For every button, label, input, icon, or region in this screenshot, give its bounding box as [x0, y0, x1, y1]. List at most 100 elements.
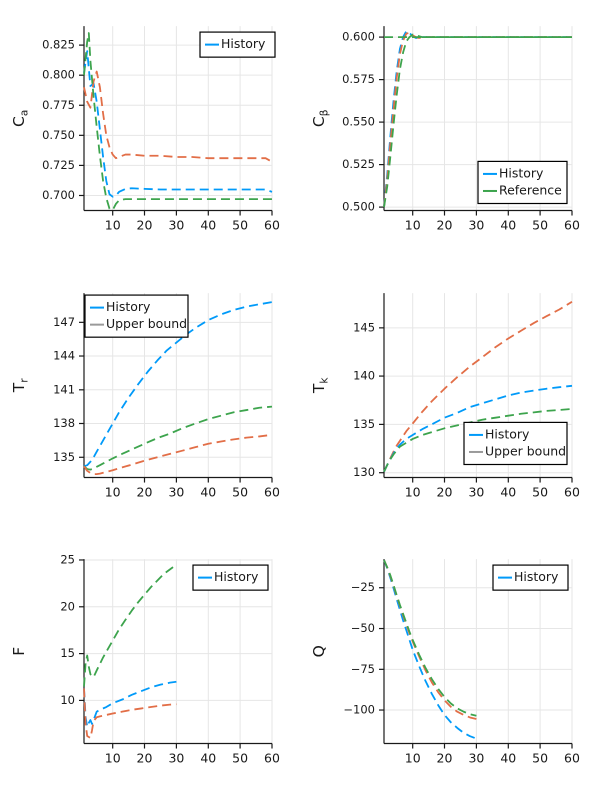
series-history-orange [83, 70, 273, 163]
y-axis-label: Q [310, 646, 328, 658]
legend: History Upper bound [84, 294, 189, 338]
legend-label: History [499, 165, 544, 180]
y-tick-label: 15 [60, 646, 75, 660]
x-tick-label: 40 [500, 484, 516, 499]
x-tick-label: 10 [405, 484, 421, 499]
x-tick-label: 50 [532, 218, 548, 233]
y-tick-label: 0.500 [342, 200, 375, 214]
x-tick-label: 60 [564, 751, 580, 766]
x-tick-label: 10 [105, 484, 121, 499]
x-tick-label: 60 [264, 751, 280, 766]
x-tick-label: 60 [564, 218, 580, 233]
legend: History Reference [477, 160, 568, 205]
y-tick-label: −75 [351, 662, 375, 676]
x-tick-label: 40 [200, 751, 216, 766]
subplot-Tk: 130 135 140 145 10 20 30 40 50 60 Tk History Upper b… [300, 267, 600, 534]
y-tick-label: 0.550 [342, 115, 375, 129]
legend-label: Upper bound [485, 443, 566, 458]
series-history-orange [383, 300, 573, 472]
y-tick-label: 0.750 [42, 128, 75, 142]
y-tick-label: 138 [53, 416, 75, 430]
x-tick-label: 10 [105, 751, 121, 766]
y-tick-label: 25 [60, 553, 75, 567]
y-tick-label: 141 [53, 382, 75, 396]
legend-label: Reference [499, 182, 562, 197]
x-tick-label: 20 [437, 751, 453, 766]
y-axis-label: F [10, 647, 28, 656]
chart-F: 10 15 20 25 10 20 30 40 50 60 F History [10, 553, 280, 766]
series-history-blue [83, 50, 273, 198]
x-tick-label: 40 [200, 484, 216, 499]
legend: History [492, 564, 569, 592]
x-tick-label: 10 [405, 751, 421, 766]
legend-box [463, 421, 568, 465]
subplot-Tr: 135 138 141 144 147 10 20 30 40 50 60 Tr History Uppe… [0, 267, 300, 534]
legend: History Upper bound [463, 421, 568, 465]
chart-Tk: 130 135 140 145 10 20 30 40 50 60 Tk History Upper b… [310, 292, 580, 499]
x-tick-label: 30 [468, 751, 484, 766]
y-tick-label: 0.700 [42, 188, 75, 202]
y-tick-label: 0.600 [342, 30, 375, 44]
y-tick-label: −100 [343, 703, 375, 717]
x-tick-label: 60 [564, 484, 580, 499]
legend-box [477, 160, 568, 205]
y-tick-label: −25 [351, 581, 375, 595]
x-tick-label: 60 [264, 484, 280, 499]
x-tick-label: 20 [137, 484, 153, 499]
chart-Ca: 0.700 0.725 0.750 0.775 0.800 0.825 10 20 30 40 50… [10, 26, 280, 233]
y-tick-label: 147 [53, 314, 75, 328]
legend-label: Upper bound [106, 316, 187, 331]
x-tick-label: 40 [200, 218, 216, 233]
legend-label: History [214, 569, 259, 584]
x-tick-label: 10 [405, 218, 421, 233]
x-tick-label: 10 [105, 218, 121, 233]
y-axis-label: Cβ [310, 110, 330, 128]
y-tick-label: 144 [53, 348, 75, 362]
y-tick-label: 0.575 [342, 72, 375, 86]
y-tick-label: 0.525 [342, 157, 375, 171]
x-tick-label: 50 [232, 484, 248, 499]
x-tick-label: 20 [137, 751, 153, 766]
series-history-green [383, 407, 573, 472]
y-axis-label: Tr [10, 377, 30, 392]
y-tick-label: 135 [353, 417, 375, 431]
series-history-orange [83, 688, 177, 740]
series-history-blue [83, 300, 273, 467]
series-history-blue [83, 681, 177, 728]
series-history-green [83, 564, 177, 687]
x-tick-label: 60 [264, 218, 280, 233]
y-tick-label: 0.775 [42, 98, 75, 112]
legend-label: History [221, 36, 266, 51]
x-tick-label: 30 [168, 751, 184, 766]
x-tick-label: 40 [500, 218, 516, 233]
chart-Cb: 0.500 0.525 0.550 0.575 0.600 10 20 30 40 50 60 Cβ H… [310, 26, 580, 233]
y-axis-label: Tk [310, 376, 330, 393]
series-history-orange [383, 560, 477, 721]
subplot-Ca: 0.700 0.725 0.750 0.775 0.800 0.825 10 20 30 40 50… [0, 0, 300, 267]
y-tick-label: 0.800 [42, 68, 75, 82]
y-tick-label: 130 [353, 465, 375, 479]
x-tick-label: 30 [468, 218, 484, 233]
legend-label: History [514, 569, 559, 584]
x-tick-label: 30 [468, 484, 484, 499]
x-tick-label: 50 [232, 218, 248, 233]
legend: History [199, 31, 276, 58]
y-tick-label: 10 [60, 693, 75, 707]
x-tick-label: 40 [500, 751, 516, 766]
legend: History [192, 564, 269, 592]
y-tick-label: 135 [53, 449, 75, 463]
y-tick-label: 20 [60, 600, 75, 614]
series-history-green [83, 405, 273, 471]
y-axis-label: Ca [10, 110, 30, 127]
y-tick-label: 0.725 [42, 158, 75, 172]
subplot-F: 10 15 20 25 10 20 30 40 50 60 F History [0, 533, 300, 800]
x-tick-label: 30 [168, 484, 184, 499]
y-tick-label: 0.825 [42, 38, 75, 52]
x-tick-label: 50 [532, 751, 548, 766]
chart-Q: −25 −50 −75 −100 10 20 30 40 50 60 Q History [310, 559, 580, 766]
x-tick-label: 20 [437, 484, 453, 499]
subplot-Cb: 0.500 0.525 0.550 0.575 0.600 10 20 30 40 50 60 Cβ H… [300, 0, 600, 267]
y-tick-label: 140 [353, 368, 375, 382]
x-tick-label: 30 [168, 218, 184, 233]
